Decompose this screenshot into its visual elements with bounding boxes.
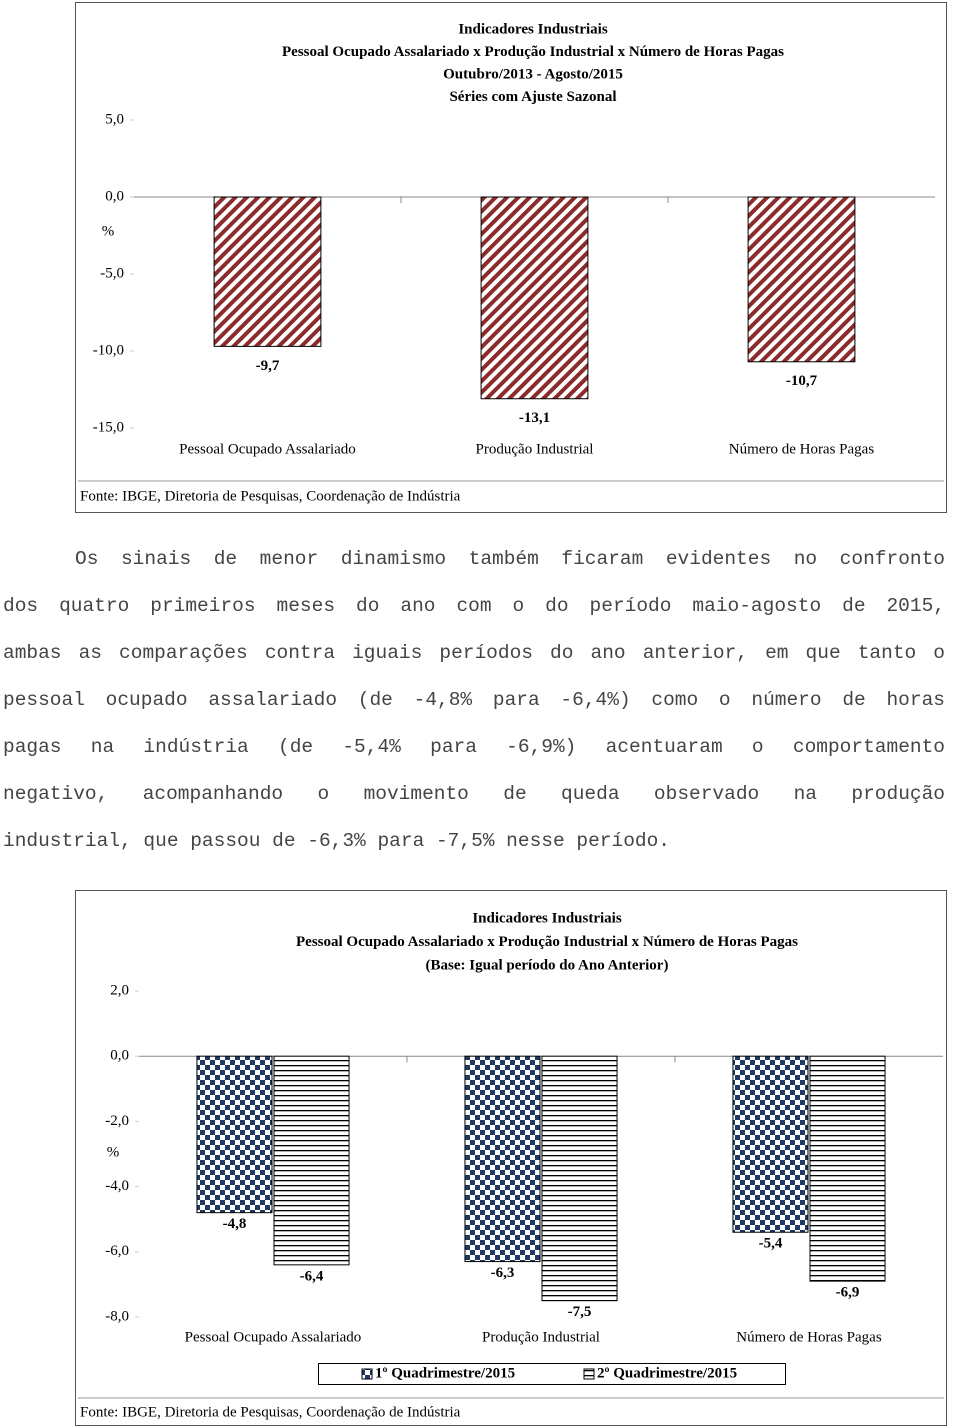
- bar: [809, 1055, 886, 1282]
- legend-box: [318, 1363, 786, 1385]
- source: Fonte: IBGE, Diretoria de Pesquisas, Coo…: [80, 488, 461, 504]
- y-tick-label: -10,0: [93, 342, 124, 358]
- bar: [541, 1055, 618, 1302]
- legend-swatch: [583, 1368, 595, 1380]
- paragraph-line: dos quatro primeiros meses do ano com o …: [3, 595, 945, 617]
- paragraph-line: Os sinais de menor dinamismo também fica…: [75, 548, 945, 570]
- bar: [464, 1055, 541, 1263]
- legend-swatch: [361, 1368, 373, 1380]
- x-tick-label: Número de Horas Pagas: [736, 1329, 882, 1345]
- bar: [480, 196, 589, 400]
- x-tick-label: Número de Horas Pagas: [729, 441, 875, 457]
- legend-label: 2º Quadrimestre/2015: [597, 1365, 737, 1381]
- bar: [273, 1055, 350, 1266]
- y-tick-label: 2,0: [110, 982, 129, 998]
- paragraph-line: pessoal ocupado assalariado (de -4,8% pa…: [3, 689, 945, 711]
- value-label: -10,7: [786, 373, 818, 389]
- x-tick-label: Produção Industrial: [482, 1329, 600, 1345]
- y-tick-label: 5,0: [105, 111, 124, 127]
- chart-frame: [75, 890, 947, 1426]
- value-label: -4,8: [223, 1216, 247, 1232]
- bar: [747, 196, 856, 363]
- legend-label: 1º Quadrimestre/2015: [375, 1365, 515, 1381]
- source: Fonte: IBGE, Diretoria de Pesquisas, Coo…: [80, 1404, 461, 1420]
- bar: [732, 1055, 809, 1233]
- paragraph-line: ambas as comparações contra iguais perío…: [3, 642, 945, 664]
- value-label: -6,9: [836, 1285, 860, 1301]
- y-axis-label: %: [102, 223, 115, 239]
- chart-title: Indicadores Industriais: [458, 21, 608, 37]
- chart-frame: [75, 2, 947, 513]
- y-tick-label: -6,0: [105, 1243, 129, 1259]
- x-tick-label: Produção Industrial: [476, 441, 594, 457]
- bar: [213, 196, 322, 347]
- y-tick-label: -4,0: [105, 1178, 129, 1194]
- y-tick-label: -5,0: [100, 265, 124, 281]
- value-label: -6,3: [491, 1265, 515, 1281]
- y-tick-label: -8,0: [105, 1308, 129, 1324]
- y-axis-label: %: [107, 1144, 120, 1160]
- chart-subtitle: (Base: Igual período do Ano Anterior): [426, 957, 669, 973]
- x-tick-label: Pessoal Ocupado Assalariado: [185, 1329, 362, 1345]
- y-tick-label: 0,0: [105, 188, 124, 204]
- chart-title: Indicadores Industriais: [472, 910, 622, 926]
- chart-subtitle: Pessoal Ocupado Assalariado x Produção I…: [296, 934, 798, 950]
- paragraph-line: negativo, acompanhando o movimento de qu…: [3, 783, 945, 805]
- x-tick-label: Pessoal Ocupado Assalariado: [179, 441, 356, 457]
- chart-subtitle: Pessoal Ocupado Assalariado x Produção I…: [282, 44, 784, 60]
- y-tick-label: -15,0: [93, 419, 124, 435]
- value-label: -9,7: [256, 358, 280, 374]
- value-label: -5,4: [759, 1236, 783, 1252]
- y-tick-label: -2,0: [105, 1113, 129, 1129]
- value-label: -6,4: [300, 1268, 324, 1284]
- value-label: -7,5: [568, 1304, 592, 1320]
- bar: [196, 1055, 273, 1214]
- value-label: -13,1: [519, 410, 550, 426]
- paragraph-line: industrial, que passou de -6,3% para -7,…: [3, 830, 671, 852]
- paragraph-line: pagas na indústria (de -5,4% para -6,9%)…: [3, 736, 945, 758]
- paragraph: Os sinais de menor dinamismo também fica…: [3, 536, 945, 865]
- chart-subtitle: Outubro/2013 - Agosto/2015: [443, 66, 623, 82]
- y-tick-label: 0,0: [110, 1048, 129, 1064]
- chart-subtitle: Séries com Ajuste Sazonal: [449, 89, 616, 105]
